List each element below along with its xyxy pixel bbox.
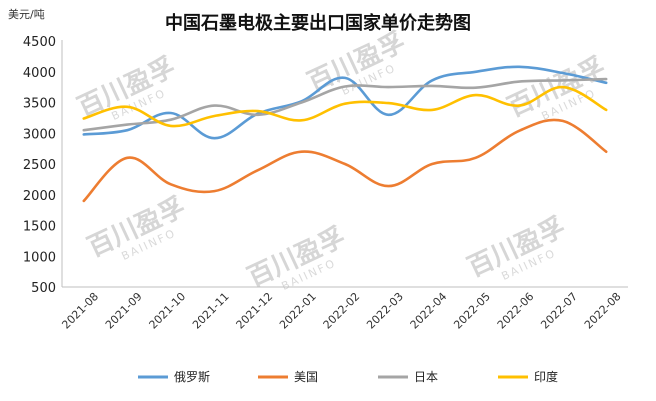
x-tick-label: 2022-02 bbox=[321, 290, 363, 332]
chart-title: 中国石墨电极主要出口国家单价走势图 bbox=[165, 12, 471, 34]
x-tick-label: 2021-09 bbox=[103, 290, 145, 332]
x-tick-label: 2022-01 bbox=[277, 290, 319, 332]
x-tick-label: 2022-07 bbox=[538, 290, 580, 332]
x-tick-labels: 2021-08 2021-09 2021-10 2021-11 2021-12 2022-… bbox=[59, 290, 623, 332]
x-tick-label: 2022-06 bbox=[495, 290, 537, 332]
series-line-美国 bbox=[82, 118, 608, 203]
y-tick-labels: 500 1000 1500 2000 2500 3000 3500 4000 4500 bbox=[23, 35, 56, 296]
legend: 俄罗斯 美国 日本 印度 bbox=[138, 369, 558, 384]
legend-label: 日本 bbox=[414, 370, 438, 384]
series-lines bbox=[82, 65, 608, 203]
y-axis-unit-label: 美元/吨 bbox=[8, 8, 45, 21]
y-tick-label: 500 bbox=[31, 281, 56, 296]
y-tick-label: 1000 bbox=[23, 250, 56, 265]
series-line-日本 bbox=[82, 77, 608, 132]
y-tick-label: 3500 bbox=[23, 97, 56, 112]
y-tick-label: 4000 bbox=[23, 66, 56, 81]
legend-label: 美国 bbox=[294, 370, 318, 384]
x-tick-label: 2021-12 bbox=[234, 290, 276, 332]
legend-label: 印度 bbox=[534, 369, 558, 384]
x-tick-label: 2021-11 bbox=[190, 290, 232, 332]
legend-label: 俄罗斯 bbox=[174, 370, 210, 384]
x-tick-label: 2022-04 bbox=[408, 290, 450, 332]
x-tick-label: 2022-03 bbox=[364, 290, 406, 332]
y-tick-label: 1500 bbox=[23, 220, 56, 235]
y-tick-label: 2500 bbox=[23, 158, 56, 173]
x-tick-label: 2022-05 bbox=[451, 290, 493, 332]
y-tick-label: 4500 bbox=[23, 35, 56, 50]
series-line-俄罗斯 bbox=[82, 65, 608, 140]
y-tick-label: 3000 bbox=[23, 127, 56, 142]
x-tick-label: 2022-08 bbox=[582, 290, 624, 332]
x-tick-label: 2021-10 bbox=[147, 290, 189, 332]
x-tick-label: 2021-08 bbox=[59, 290, 101, 332]
y-tick-label: 2000 bbox=[23, 189, 56, 204]
series-line-印度 bbox=[82, 85, 608, 128]
